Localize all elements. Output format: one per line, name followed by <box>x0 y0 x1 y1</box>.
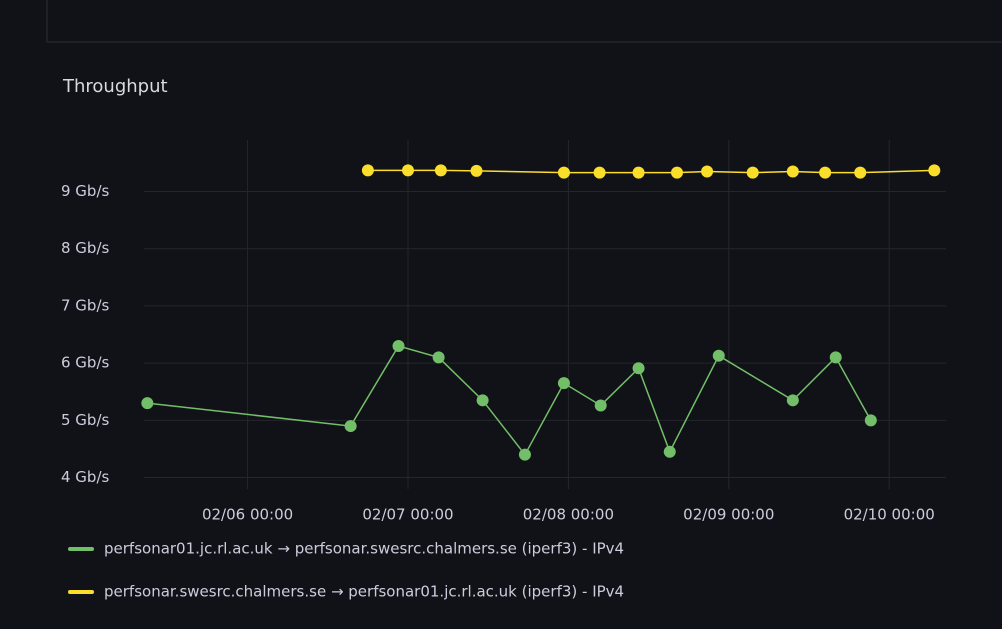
data-point <box>557 166 570 179</box>
x-tick-label: 02/08 00:00 <box>523 506 614 524</box>
data-point <box>632 166 645 179</box>
data-point <box>632 362 645 375</box>
data-point <box>557 377 570 390</box>
y-tick-label: 9 Gb/s <box>61 182 110 200</box>
x-tick-label: 02/07 00:00 <box>362 506 453 524</box>
data-point <box>476 394 489 407</box>
x-tick-label: 02/06 00:00 <box>202 506 293 524</box>
data-point <box>663 445 676 458</box>
data-point <box>786 165 799 178</box>
data-point <box>432 351 445 364</box>
data-point <box>928 164 941 177</box>
x-tick-label: 02/09 00:00 <box>683 506 774 524</box>
y-tick-label: 5 Gb/s <box>61 411 110 429</box>
series-line <box>147 345 872 457</box>
data-point <box>344 420 357 433</box>
data-point <box>401 164 414 177</box>
y-tick-label: 7 Gb/s <box>61 296 110 314</box>
y-tick-label: 8 Gb/s <box>61 239 110 257</box>
data-point <box>470 164 483 177</box>
data-point <box>854 166 867 179</box>
data-point <box>141 397 154 410</box>
data-point <box>518 448 531 461</box>
x-tick-label: 02/10 00:00 <box>844 506 935 524</box>
legend-label: perfsonar.swesrc.chalmers.se → perfsonar… <box>104 583 624 601</box>
data-point <box>786 394 799 407</box>
panel-title: Throughput <box>62 76 168 97</box>
data-point <box>701 165 714 178</box>
data-point <box>819 166 832 179</box>
previous-panel-border <box>46 0 1002 43</box>
data-point <box>593 166 606 179</box>
legend-label: perfsonar01.jc.rl.ac.uk → perfsonar.swes… <box>104 540 624 558</box>
data-point <box>392 339 405 352</box>
data-point <box>746 166 759 179</box>
data-point <box>594 399 607 412</box>
data-point <box>712 349 725 362</box>
data-point <box>829 351 842 364</box>
data-point <box>864 414 877 427</box>
data-point <box>670 166 683 179</box>
y-tick-label: 4 Gb/s <box>61 468 110 486</box>
data-point <box>434 164 447 177</box>
y-tick-label: 6 Gb/s <box>61 354 110 372</box>
data-point <box>361 164 374 177</box>
